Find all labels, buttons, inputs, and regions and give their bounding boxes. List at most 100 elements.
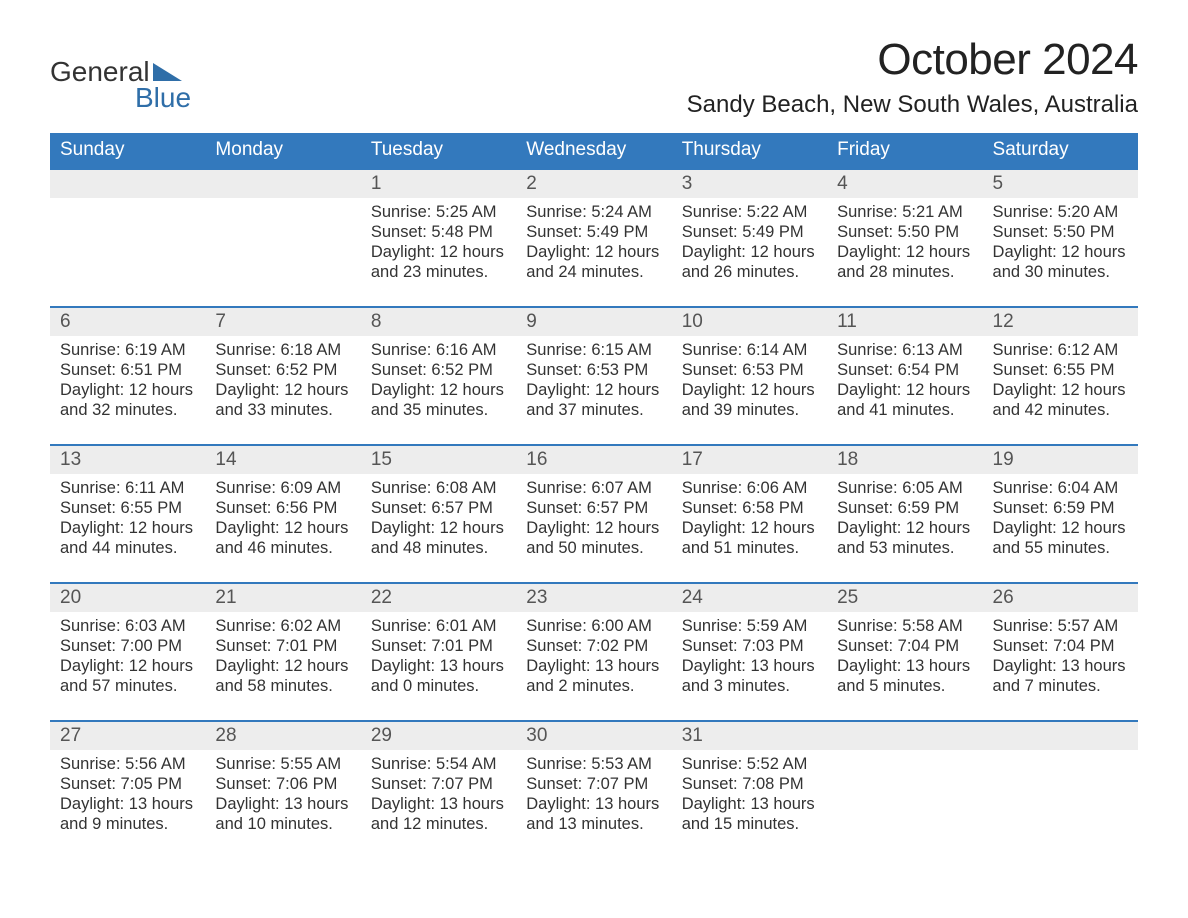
day-number: 3 [672,170,827,198]
day-sunrise: Sunrise: 5:21 AM [837,202,972,222]
day-number: 31 [672,722,827,750]
day-daylight1: Daylight: 12 hours [526,518,661,538]
calendar-page: General Blue October 2024 Sandy Beach, N… [0,0,1188,898]
day-daylight1: Daylight: 13 hours [526,794,661,814]
day-daylight2: and 58 minutes. [215,676,350,696]
day-cell: Sunrise: 5:54 AMSunset: 7:07 PMDaylight:… [361,750,516,858]
day-sunset: Sunset: 6:57 PM [526,498,661,518]
day-sunrise: Sunrise: 6:08 AM [371,478,506,498]
weekday-header: Saturday [983,133,1138,168]
day-body-row: Sunrise: 6:11 AMSunset: 6:55 PMDaylight:… [50,474,1138,582]
header-region: General Blue October 2024 Sandy Beach, N… [50,35,1138,119]
day-daylight2: and 39 minutes. [682,400,817,420]
day-cell: Sunrise: 5:58 AMSunset: 7:04 PMDaylight:… [827,612,982,720]
day-number: 23 [516,584,671,612]
day-number: 17 [672,446,827,474]
day-number: 29 [361,722,516,750]
day-daylight2: and 57 minutes. [60,676,195,696]
day-number: 27 [50,722,205,750]
day-sunrise: Sunrise: 5:54 AM [371,754,506,774]
day-body-row: Sunrise: 6:03 AMSunset: 7:00 PMDaylight:… [50,612,1138,720]
day-daylight1: Daylight: 13 hours [837,656,972,676]
day-sunset: Sunset: 7:06 PM [215,774,350,794]
weekday-header: Monday [205,133,360,168]
day-number: 14 [205,446,360,474]
day-daylight2: and 33 minutes. [215,400,350,420]
day-number: 26 [983,584,1138,612]
week-row: 6789101112Sunrise: 6:19 AMSunset: 6:51 P… [50,306,1138,444]
day-number: 5 [983,170,1138,198]
day-sunset: Sunset: 6:56 PM [215,498,350,518]
day-sunset: Sunset: 6:53 PM [682,360,817,380]
brand-logo: General Blue [50,35,200,117]
day-cell: Sunrise: 6:01 AMSunset: 7:01 PMDaylight:… [361,612,516,720]
day-cell: Sunrise: 6:02 AMSunset: 7:01 PMDaylight:… [205,612,360,720]
day-daylight2: and 7 minutes. [993,676,1128,696]
day-cell: Sunrise: 6:00 AMSunset: 7:02 PMDaylight:… [516,612,671,720]
day-sunrise: Sunrise: 6:18 AM [215,340,350,360]
day-number [50,170,205,198]
day-sunrise: Sunrise: 5:56 AM [60,754,195,774]
day-cell: Sunrise: 6:12 AMSunset: 6:55 PMDaylight:… [983,336,1138,444]
day-sunrise: Sunrise: 6:11 AM [60,478,195,498]
day-cell: Sunrise: 6:08 AMSunset: 6:57 PMDaylight:… [361,474,516,582]
day-sunset: Sunset: 7:07 PM [526,774,661,794]
day-sunrise: Sunrise: 5:24 AM [526,202,661,222]
day-cell: Sunrise: 6:13 AMSunset: 6:54 PMDaylight:… [827,336,982,444]
logo-flag-icon [153,63,182,81]
day-cell: Sunrise: 5:21 AMSunset: 5:50 PMDaylight:… [827,198,982,306]
day-sunset: Sunset: 7:00 PM [60,636,195,656]
day-cell: Sunrise: 5:24 AMSunset: 5:49 PMDaylight:… [516,198,671,306]
day-cell: Sunrise: 5:25 AMSunset: 5:48 PMDaylight:… [361,198,516,306]
day-daylight2: and 9 minutes. [60,814,195,834]
generalblue-logo-icon: General Blue [50,57,200,117]
day-cell [827,750,982,858]
day-cell: Sunrise: 5:53 AMSunset: 7:07 PMDaylight:… [516,750,671,858]
day-number-row: 13141516171819 [50,446,1138,474]
day-sunset: Sunset: 7:01 PM [215,636,350,656]
day-daylight1: Daylight: 12 hours [526,380,661,400]
day-number: 25 [827,584,982,612]
week-row: 20212223242526Sunrise: 6:03 AMSunset: 7:… [50,582,1138,720]
day-cell: Sunrise: 6:07 AMSunset: 6:57 PMDaylight:… [516,474,671,582]
day-number [827,722,982,750]
day-daylight1: Daylight: 12 hours [682,242,817,262]
day-daylight1: Daylight: 13 hours [682,656,817,676]
day-sunrise: Sunrise: 6:00 AM [526,616,661,636]
day-daylight1: Daylight: 13 hours [993,656,1128,676]
day-number-row: 2728293031 [50,722,1138,750]
day-daylight1: Daylight: 12 hours [371,518,506,538]
calendar-grid: Sunday Monday Tuesday Wednesday Thursday… [50,133,1138,858]
day-daylight2: and 26 minutes. [682,262,817,282]
day-sunset: Sunset: 5:49 PM [526,222,661,242]
day-cell: Sunrise: 6:09 AMSunset: 6:56 PMDaylight:… [205,474,360,582]
day-sunset: Sunset: 7:04 PM [837,636,972,656]
day-number: 19 [983,446,1138,474]
location-subtitle: Sandy Beach, New South Wales, Australia [687,91,1138,119]
day-sunrise: Sunrise: 5:20 AM [993,202,1128,222]
day-sunset: Sunset: 5:50 PM [993,222,1128,242]
day-number [983,722,1138,750]
day-daylight2: and 46 minutes. [215,538,350,558]
day-number: 24 [672,584,827,612]
day-daylight1: Daylight: 13 hours [371,794,506,814]
day-number: 30 [516,722,671,750]
day-sunset: Sunset: 6:59 PM [837,498,972,518]
day-sunset: Sunset: 6:55 PM [993,360,1128,380]
day-number-row: 20212223242526 [50,584,1138,612]
day-cell [50,198,205,306]
day-sunrise: Sunrise: 5:53 AM [526,754,661,774]
day-cell: Sunrise: 6:16 AMSunset: 6:52 PMDaylight:… [361,336,516,444]
day-sunrise: Sunrise: 6:19 AM [60,340,195,360]
day-cell: Sunrise: 6:06 AMSunset: 6:58 PMDaylight:… [672,474,827,582]
day-daylight2: and 13 minutes. [526,814,661,834]
day-sunset: Sunset: 7:03 PM [682,636,817,656]
day-number: 16 [516,446,671,474]
day-number [205,170,360,198]
day-daylight1: Daylight: 13 hours [682,794,817,814]
day-daylight1: Daylight: 12 hours [60,380,195,400]
day-sunrise: Sunrise: 6:05 AM [837,478,972,498]
day-number: 7 [205,308,360,336]
day-sunrise: Sunrise: 6:06 AM [682,478,817,498]
day-number: 10 [672,308,827,336]
